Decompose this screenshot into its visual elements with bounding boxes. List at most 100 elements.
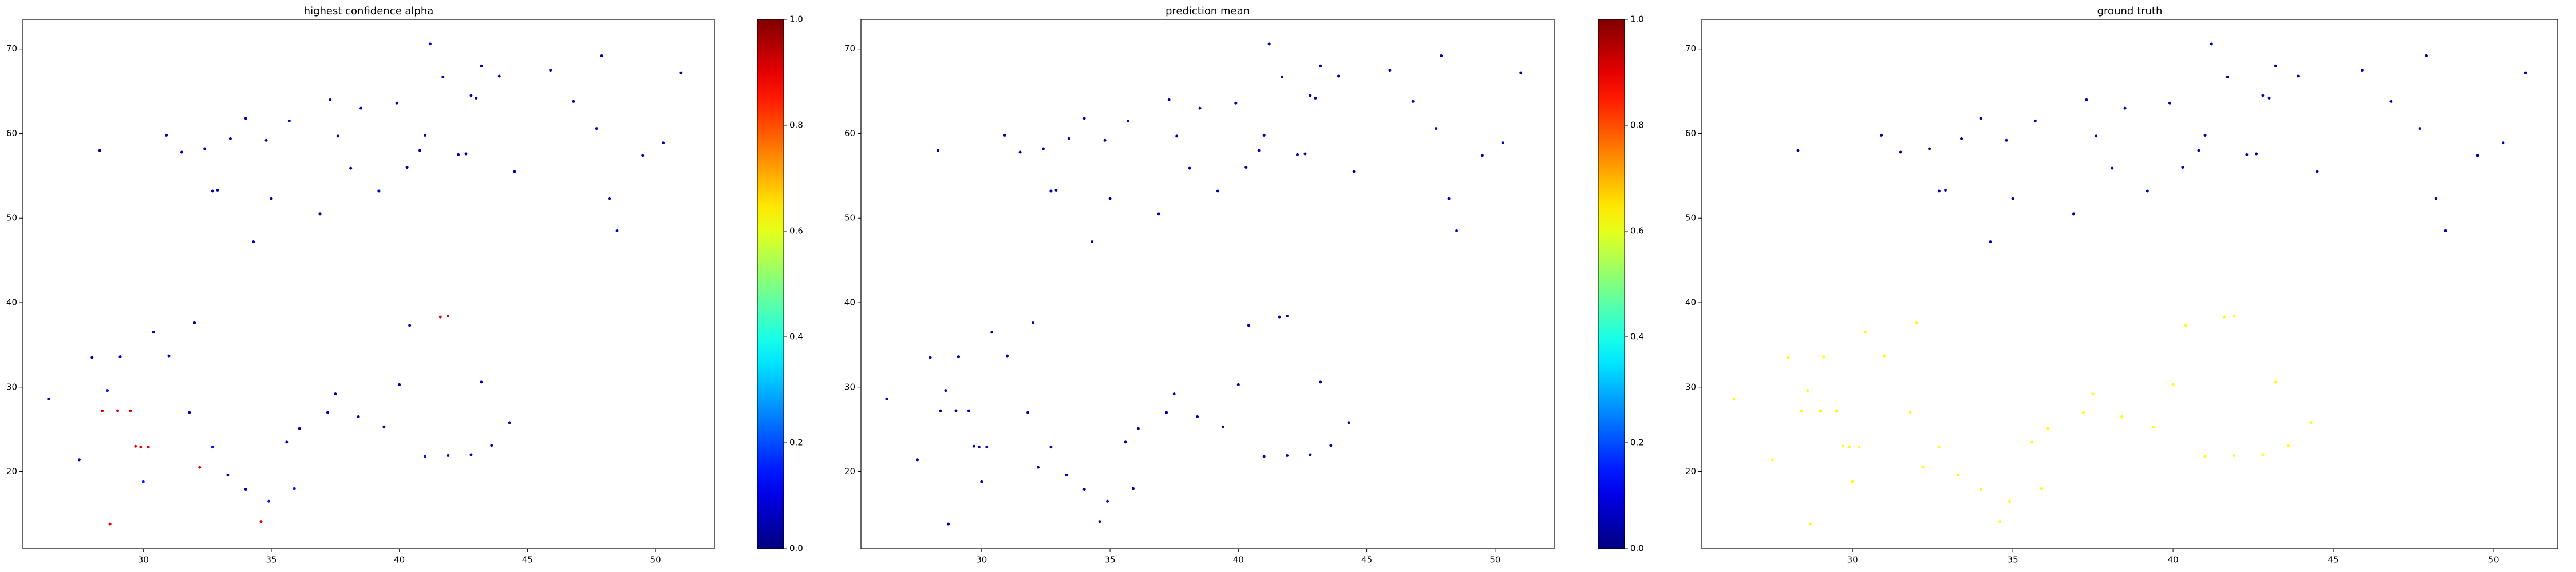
point [1244,166,1248,169]
x-tick-label: 30 [1847,555,1858,565]
point [1989,240,1992,244]
y-tick-label: 30 [1685,382,1696,392]
point [1352,170,1356,173]
colorbar-tick-label: 0.8 [789,120,803,130]
point [1136,427,1140,430]
plot-title: highest confidence alpha [304,5,434,17]
x-tick-label: 35 [266,555,276,565]
y-tick-label: 20 [6,466,17,476]
x-tick-label: 40 [2168,555,2179,565]
x-tick-label: 50 [1490,555,1500,565]
point [1319,64,1322,67]
point [2111,166,2114,170]
point [1006,354,1009,357]
point [977,446,981,449]
point [2444,229,2447,232]
point [2146,189,2149,193]
point [285,440,289,444]
point [1098,520,1101,523]
point [1883,354,1886,357]
point [2085,98,2088,101]
point [334,392,337,396]
point [1921,466,1925,469]
point [1944,188,1947,192]
point [428,42,432,46]
y-tick-label: 40 [844,297,855,308]
point [457,153,460,156]
point [2502,141,2505,145]
point [508,421,511,424]
point [1447,197,1451,200]
point [329,98,332,101]
point [188,411,191,414]
point [1172,392,1176,396]
point [615,229,619,232]
point [1286,454,1289,457]
point [946,522,950,526]
point [1167,98,1171,101]
point [1851,480,1854,483]
plot-area [861,19,1554,549]
point [929,356,932,359]
point [2424,54,2428,58]
x-tick-label: 50 [650,555,661,565]
point [405,166,409,169]
point [2197,149,2200,152]
point [98,149,101,152]
point [1957,473,1960,476]
point [1049,189,1053,193]
point [287,119,291,122]
point [2261,94,2265,97]
point [90,356,94,359]
point [1257,149,1261,152]
point [2072,212,2076,216]
point [1041,147,1045,150]
point [264,138,268,142]
point [1979,488,1982,491]
point [165,133,168,137]
x-tick-label: 50 [2488,555,2499,565]
point [1822,355,1826,359]
colorbar [1598,19,1625,549]
y-tick-label: 50 [1685,213,1696,223]
point [418,149,421,152]
point [1106,499,1109,503]
point [2171,383,2175,386]
point [1196,415,1199,418]
point [2434,197,2437,200]
point [1267,42,1271,46]
point [2267,96,2271,100]
point [1018,150,1022,154]
point [2274,380,2277,384]
point [1281,75,1284,78]
point [1440,54,1443,58]
point [469,94,473,97]
point [2033,119,2037,122]
point [139,446,143,449]
point [2296,74,2300,78]
colorbar [757,19,784,549]
point [1329,444,1333,447]
point [1286,315,1289,318]
point [2181,166,2184,169]
point [1126,119,1129,122]
point [1082,117,1086,120]
point [1455,229,1459,232]
point [1806,389,1809,392]
point [957,355,960,359]
y-tick-label: 20 [844,466,855,476]
point [1221,425,1224,428]
point [1501,141,1504,145]
plot-area [23,19,714,549]
colorbar-tick-label: 0.0 [789,543,803,554]
point [447,454,450,457]
point [141,480,145,483]
x-tick-label: 40 [394,555,405,565]
point [641,154,645,157]
point [228,137,232,140]
x-tick-label: 35 [2008,555,2018,565]
point [572,100,575,103]
point [916,458,919,462]
point [469,453,473,456]
